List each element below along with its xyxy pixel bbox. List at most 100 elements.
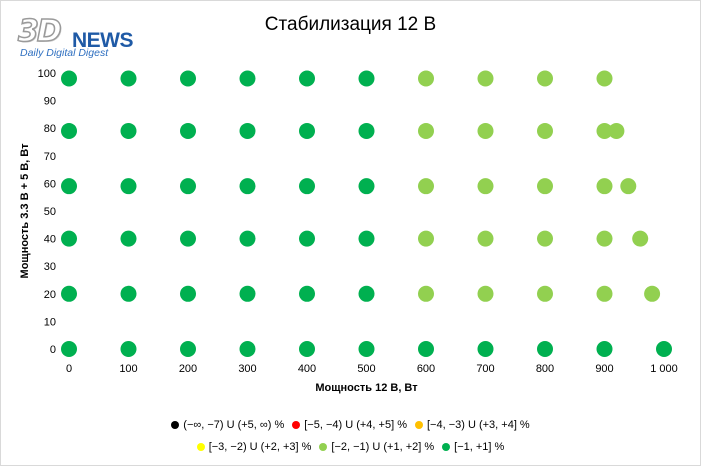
data-point — [61, 341, 77, 357]
legend-marker — [414, 421, 423, 429]
data-point — [608, 122, 625, 139]
y-tick-label: 90 — [44, 96, 56, 108]
legend-marker — [319, 443, 328, 451]
scatter-plot: 0 10 20 30 40 50 60 70 80 90 100 0 100 200 300 400 500 6… — [19, 68, 678, 394]
x-tick-label: 1 000 — [650, 363, 678, 375]
x-tick-label: 600 — [417, 363, 435, 375]
legend-marker — [442, 443, 451, 451]
legend-label: [−5, −4) U (+4, +5] % — [304, 419, 407, 431]
data-point — [477, 122, 494, 139]
data-point — [644, 285, 661, 302]
data-point — [239, 341, 256, 357]
data-point — [537, 122, 553, 139]
data-point — [358, 230, 375, 247]
y-tick-label: 50 — [44, 206, 56, 218]
data-point — [120, 70, 137, 87]
x-tick-label: 800 — [536, 363, 554, 375]
legend-label: (−∞, −7) U (+5, ∞) % — [183, 419, 285, 431]
legend-item: [−3, −2) U (+2, +3] % — [196, 441, 311, 453]
legend-row: [−3, −2) U (+2, +3] % [−2, −1) U (+1, +2]… — [0, 436, 701, 458]
legend-marker — [292, 421, 301, 429]
data-point — [299, 178, 315, 195]
data-point — [596, 230, 613, 247]
x-tick-label: 300 — [238, 363, 256, 375]
data-point — [477, 178, 494, 195]
y-tick-label: 60 — [44, 178, 56, 190]
data-point — [299, 230, 315, 247]
legend-label: [−1, +1] % — [454, 441, 505, 453]
logo-mark: 3D — [17, 13, 62, 50]
legend-item: [−1, +1] % — [442, 441, 504, 453]
y-axis-ticks: 0 10 20 30 40 50 60 70 80 90 100 — [38, 68, 56, 356]
data-point — [620, 178, 637, 195]
chart-title: Стабилизация 12 В — [264, 14, 437, 35]
data-point — [180, 70, 196, 87]
data-point — [656, 341, 672, 357]
data-point — [477, 285, 494, 302]
x-tick-label: 200 — [179, 363, 197, 375]
logo-word: NEWS — [72, 29, 134, 52]
data-point — [537, 70, 553, 87]
legend-item: (−∞, −7) U (+5, ∞) % — [171, 419, 284, 431]
y-tick-label: 40 — [44, 234, 56, 246]
y-tick-label: 80 — [44, 123, 56, 135]
data-point — [61, 122, 77, 139]
data-point — [418, 341, 434, 357]
data-point — [596, 122, 613, 139]
y-tick-label: 20 — [44, 289, 56, 301]
legend-item: [−4, −3) U (+3, +4] % — [414, 419, 530, 431]
x-tick-label: 700 — [476, 363, 494, 375]
data-point — [358, 285, 375, 302]
legend-marker — [196, 443, 205, 451]
y-tick-label: 30 — [44, 261, 56, 273]
data-point — [120, 178, 137, 195]
y-axis-title: Мощность 3.3 В + 5 В, Вт — [19, 143, 31, 279]
data-point — [596, 285, 613, 302]
data-point — [358, 178, 375, 195]
logo-tagline: Daily Digital Digest — [20, 47, 109, 59]
data-point — [239, 178, 256, 195]
legend-label: [−2, −1) U (+1, +2] % — [331, 441, 435, 453]
data-point — [61, 285, 77, 302]
legend-marker — [171, 421, 180, 429]
data-point — [358, 341, 375, 357]
x-tick-label: 100 — [119, 363, 137, 375]
data-point — [596, 178, 613, 195]
data-point — [358, 122, 375, 139]
data-point — [418, 285, 434, 302]
x-tick-label: 0 — [66, 363, 72, 375]
data-point — [239, 230, 256, 247]
legend-row: (−∞, −7) U (+5, ∞) % [−5, −4) U (+4, +5] … — [0, 414, 701, 436]
data-point — [477, 230, 494, 247]
legend: (−∞, −7) U (+5, ∞) % [−5, −4) U (+4, +5] … — [0, 414, 701, 458]
data-point — [537, 178, 553, 195]
data-point — [180, 230, 196, 247]
data-point — [537, 230, 553, 247]
legend-label: [−4, −3) U (+3, +4] % — [426, 419, 530, 431]
x-tick-label: 900 — [595, 363, 613, 375]
data-point — [418, 122, 434, 139]
legend-item: [−2, −1) U (+1, +2] % — [319, 441, 434, 453]
data-point — [596, 70, 613, 87]
legend-item: [−5, −4) U (+4, +5] % — [292, 419, 407, 431]
data-point — [61, 230, 77, 247]
data-point — [239, 70, 256, 87]
data-point — [180, 285, 196, 302]
x-tick-label: 400 — [298, 363, 316, 375]
data-point — [61, 70, 77, 87]
data-point — [180, 178, 196, 195]
data-point — [239, 285, 256, 302]
y-tick-label: 10 — [44, 316, 56, 328]
data-point — [120, 230, 137, 247]
data-point — [299, 341, 315, 357]
data-point — [180, 122, 196, 139]
data-point — [120, 341, 137, 357]
data-point — [299, 285, 315, 302]
data-point — [632, 230, 649, 247]
data-point — [299, 122, 315, 139]
data-point — [418, 230, 434, 247]
x-axis-ticks: 0 100 200 300 400 500 600 700 800 900 1 000 — [66, 363, 678, 375]
data-point — [61, 178, 77, 195]
data-points — [61, 70, 672, 357]
